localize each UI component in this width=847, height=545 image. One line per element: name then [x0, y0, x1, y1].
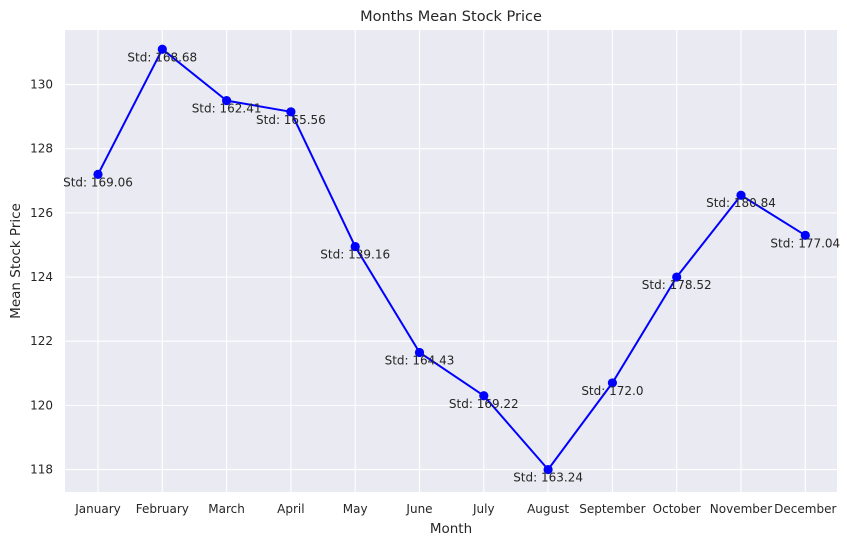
series-line — [97, 48, 806, 471]
data-point — [350, 241, 360, 252]
y-tick-label: 118 — [30, 463, 53, 477]
data-point — [672, 272, 682, 282]
data-point — [222, 95, 232, 106]
data-label: Std: 177.04 — [770, 236, 840, 250]
data-point — [414, 347, 425, 358]
data-point — [157, 44, 167, 54]
data-point — [93, 169, 103, 179]
data-point — [543, 464, 553, 475]
y-tick-label: 122 — [30, 334, 53, 348]
y-tick-label: 130 — [30, 78, 53, 92]
x-tick-label: January — [74, 502, 121, 516]
x-tick-label: October — [653, 502, 701, 516]
x-axis-label: Month — [430, 521, 472, 537]
series-line-path — [97, 48, 806, 471]
x-tick-label: December — [774, 502, 836, 516]
data-label: Std: 178.52 — [642, 278, 712, 292]
data-label: Std: 169.22 — [449, 397, 519, 411]
series-markers — [93, 44, 810, 475]
data-label: Std: 169.06 — [63, 175, 133, 189]
data-label: Std: 162.41 — [192, 102, 262, 116]
y-tick-label: 124 — [30, 270, 53, 284]
x-tick-label: February — [136, 502, 189, 516]
plot-area — [65, 30, 837, 492]
y-tick-label: 120 — [30, 398, 53, 412]
y-tick-label: 128 — [30, 142, 53, 156]
data-point — [736, 190, 746, 200]
chart-title: Months Mean Stock Price — [360, 9, 542, 25]
data-label: Std: 164.43 — [385, 353, 455, 367]
data-point — [286, 107, 296, 117]
data-label: Std: 168.68 — [127, 50, 197, 64]
x-tick-label: June — [405, 502, 432, 516]
data-point — [479, 391, 489, 401]
x-tick-label: April — [277, 502, 304, 516]
data-point — [800, 230, 810, 240]
x-tick-label: September — [579, 502, 645, 516]
y-tick-label: 126 — [30, 206, 53, 220]
x-tick-label: March — [208, 502, 245, 516]
data-label: Std: 180.84 — [706, 196, 776, 210]
data-label: Std: 139.16 — [320, 248, 390, 262]
data-label: Std: 165.56 — [256, 113, 326, 127]
data-label: Std: 163.24 — [513, 471, 583, 485]
y-axis-label: Mean Stock Price — [8, 203, 24, 319]
x-tick-labels: January February March April May June July Augu… — [74, 502, 836, 516]
x-tick-label: August — [527, 502, 569, 516]
x-tick-label: July — [472, 502, 495, 516]
y-tick-labels: 118 120 122 124 126 128 130 — [30, 78, 53, 477]
data-point — [607, 378, 618, 388]
data-label: Std: 172.0 — [581, 384, 643, 398]
grid — [65, 30, 837, 492]
x-tick-label: May — [343, 502, 368, 516]
x-tick-label: November — [710, 502, 772, 516]
